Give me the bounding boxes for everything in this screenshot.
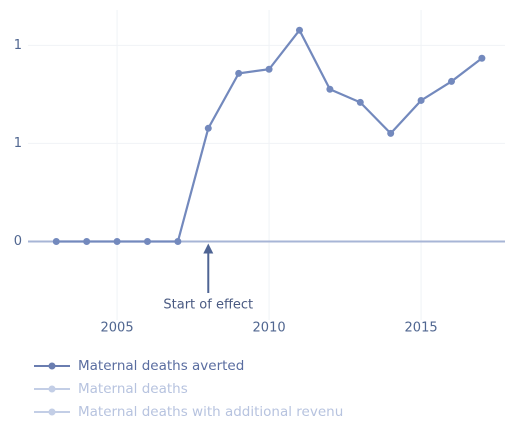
y-tick-label: 1 [14,136,22,151]
legend-marker[interactable] [48,408,56,416]
data-point [447,77,455,85]
annotation-text: Start of effect [163,298,253,313]
x-tick-label: 2015 [405,321,438,336]
data-point [417,96,425,104]
y-tick-label: 1 [14,38,22,53]
x-tick-label: 2010 [253,321,286,336]
data-point [235,69,243,77]
data-point [478,54,486,62]
data-point [83,238,91,246]
legend-label[interactable]: Maternal deaths with additional revenu [78,404,343,420]
data-point [387,129,395,137]
legend-marker[interactable] [48,385,56,393]
data-point [204,124,212,132]
data-point [326,85,334,93]
data-point [143,238,151,246]
data-point [174,238,182,246]
data-point [52,238,60,246]
legend-label[interactable]: Maternal deaths averted [78,358,244,374]
data-point [356,98,364,106]
x-tick-label: 2005 [101,321,134,336]
legend-label[interactable]: Maternal deaths [78,381,188,397]
annotation-arrowhead [203,243,214,254]
data-point [265,65,273,73]
y-tick-label: 0 [14,234,22,249]
data-point [113,238,121,246]
legend-marker[interactable] [48,362,56,370]
data-point [295,26,303,34]
